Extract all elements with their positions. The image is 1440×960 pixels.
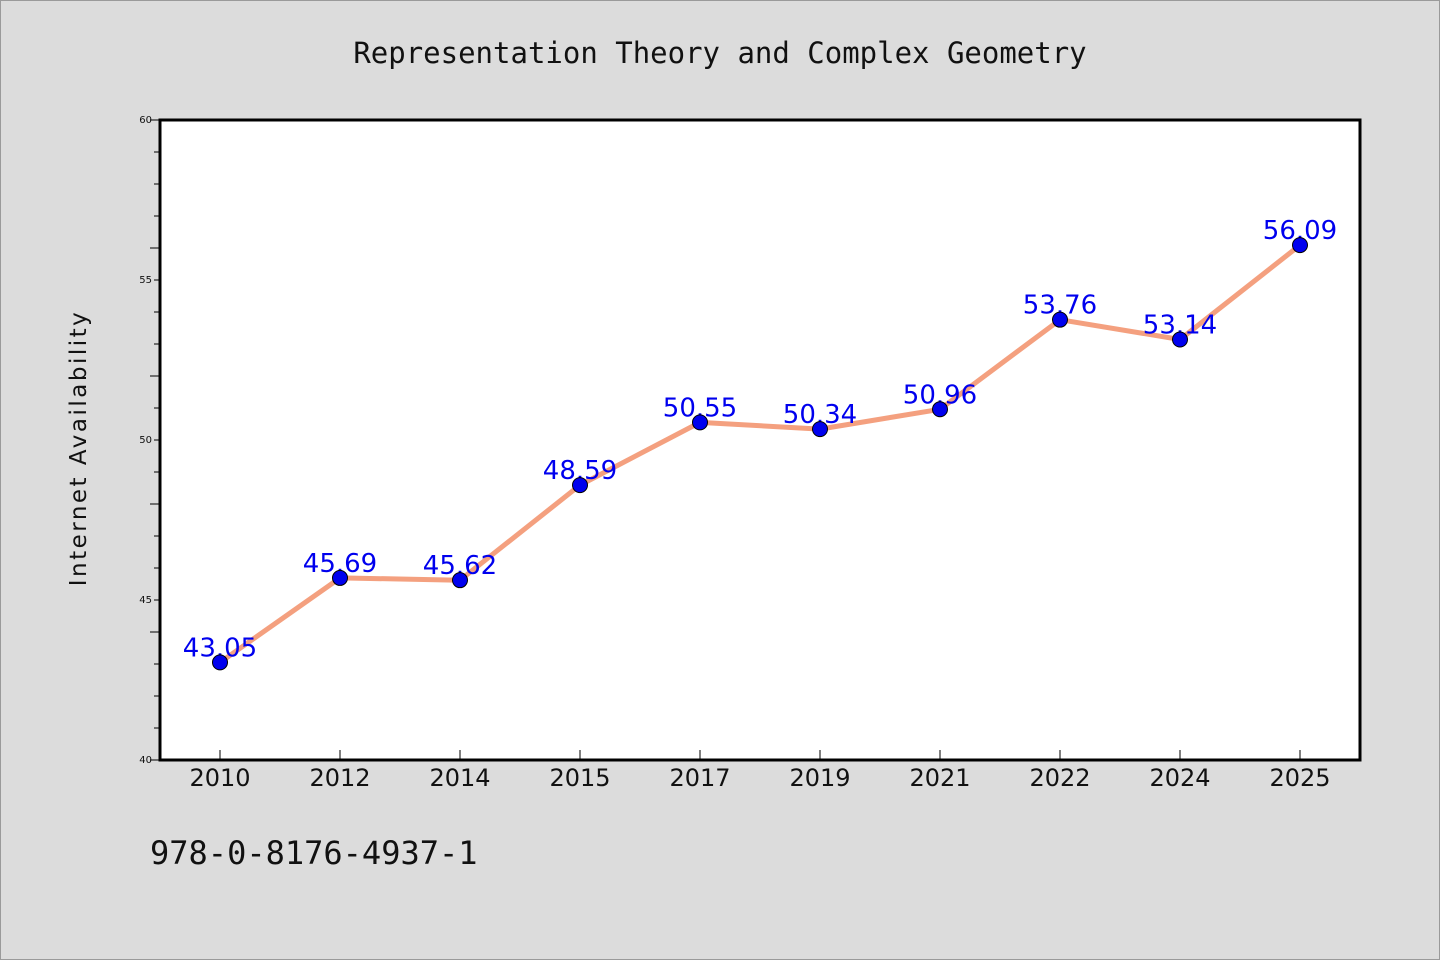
x-tick-label: 2012 [309, 764, 370, 792]
plot-area [158, 118, 1362, 762]
x-tick-label: 2010 [189, 764, 250, 792]
y-tick-label: 55 [139, 275, 152, 286]
x-tick-label: 2019 [789, 764, 850, 792]
x-tick-label: 2024 [1149, 764, 1210, 792]
series-line [217, 242, 1303, 665]
y-axis-ticks: 40 45 50 55 60 [139, 115, 160, 766]
data-point [932, 401, 948, 418]
data-point [212, 654, 228, 671]
y-axis-label: Internet Availability [66, 310, 92, 587]
x-tick-label: 2014 [429, 764, 490, 792]
data-point [1292, 237, 1308, 254]
series-markers [212, 237, 1308, 671]
data-point [1052, 311, 1068, 328]
data-point [1172, 331, 1188, 348]
data-point [452, 572, 468, 589]
chart-title: Representation Theory and Complex Geomet… [353, 36, 1086, 70]
data-point [692, 414, 708, 431]
x-tick-label: 2022 [1029, 764, 1090, 792]
data-point [332, 569, 348, 586]
x-tick-label: 2017 [669, 764, 730, 792]
y-tick-label: 40 [139, 755, 152, 766]
x-axis-ticks: 2010 2012 2014 2015 2017 2019 2021 2022 2024 2025 [189, 750, 1331, 792]
data-point [812, 421, 828, 438]
x-tick-label: 2025 [1269, 764, 1330, 792]
y-tick-label: 50 [139, 435, 152, 446]
x-tick-label: 2021 [909, 764, 970, 792]
data-point [572, 477, 588, 494]
y-tick-label: 45 [139, 595, 152, 606]
y-tick-label: 60 [139, 115, 152, 126]
isbn-text: 978-0-8176-4937-1 [150, 834, 478, 872]
x-tick-label: 2015 [549, 764, 610, 792]
